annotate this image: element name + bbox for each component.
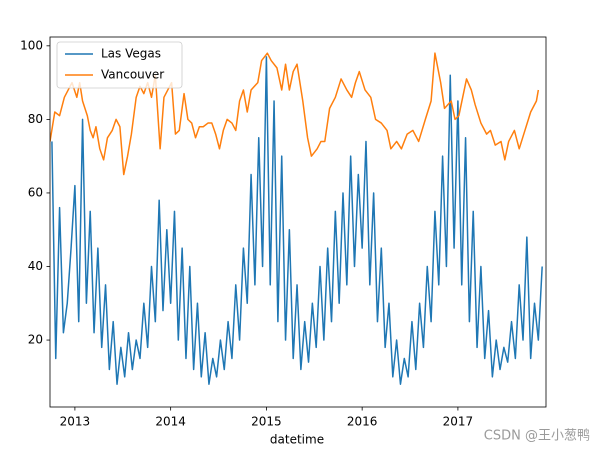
plot-frame — [49, 36, 547, 408]
x-tick-label: 2013 — [60, 415, 91, 429]
legend-label: Las Vegas — [101, 47, 161, 61]
x-tick-label: 2016 — [347, 415, 378, 429]
series-line — [50, 52, 540, 176]
x-tick-label: 2017 — [443, 415, 474, 429]
x-tick-label: 2015 — [251, 415, 282, 429]
y-tick-label: 60 — [28, 185, 43, 199]
x-tick-label: 2014 — [155, 415, 186, 429]
legend-label: Vancouver — [101, 68, 164, 82]
watermark: CSDN @王小葱鸭 — [484, 429, 590, 444]
y-tick-label: 40 — [28, 259, 43, 273]
y-tick-label: 100 — [20, 38, 43, 52]
y-tick-label: 20 — [28, 333, 43, 347]
series-line — [51, 56, 543, 385]
x-axis-label: datetime — [270, 433, 324, 447]
y-tick-label: 80 — [28, 112, 43, 126]
